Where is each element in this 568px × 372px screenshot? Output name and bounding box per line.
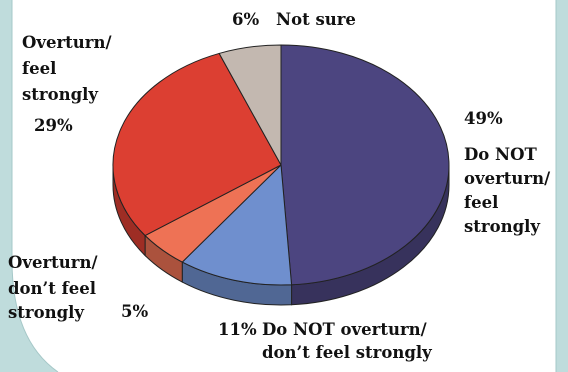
slice-category-label: overturn/ <box>464 169 551 188</box>
slice-category-label: feel <box>22 59 56 78</box>
slice-category-label: Not sure <box>276 10 356 29</box>
slice-category-label: Do NOT <box>464 145 538 164</box>
slice-category-label: Do NOT overturn/ <box>262 320 428 339</box>
pie-slice-do_not_overturn_not_strongly <box>181 163 293 286</box>
slice-percent-label: 29% <box>34 116 73 135</box>
slice-percent-label: 11% <box>218 320 257 339</box>
pie-slices <box>112 44 450 286</box>
slice-category-label: strongly <box>22 85 98 104</box>
slice-category-label: strongly <box>464 217 540 236</box>
slice-category-label: don’t feel <box>8 279 96 298</box>
frame-inner-edge <box>11 0 557 372</box>
slice-category-label: Overturn/ <box>8 253 98 272</box>
pie-labels: 49% Do NOT overturn/feel strongly 11% Do NOT … <box>8 10 551 362</box>
pie-slice-overturn_strongly <box>112 52 282 237</box>
slice-percent-label: 49% <box>464 109 503 128</box>
slice-category-label: strongly <box>8 303 84 322</box>
slice-percent-label: 6% <box>232 10 259 29</box>
frame-right-border <box>556 0 568 372</box>
slice-category-label: Overturn/ <box>22 33 112 52</box>
pie-slice-do_not_overturn_strongly <box>280 44 450 286</box>
slice-percent-label: 5% <box>121 302 148 321</box>
pie-slice-not_sure <box>218 44 282 167</box>
slice-category-label: don’t feel strongly <box>262 343 432 362</box>
slice-category-label: feel <box>464 193 498 212</box>
